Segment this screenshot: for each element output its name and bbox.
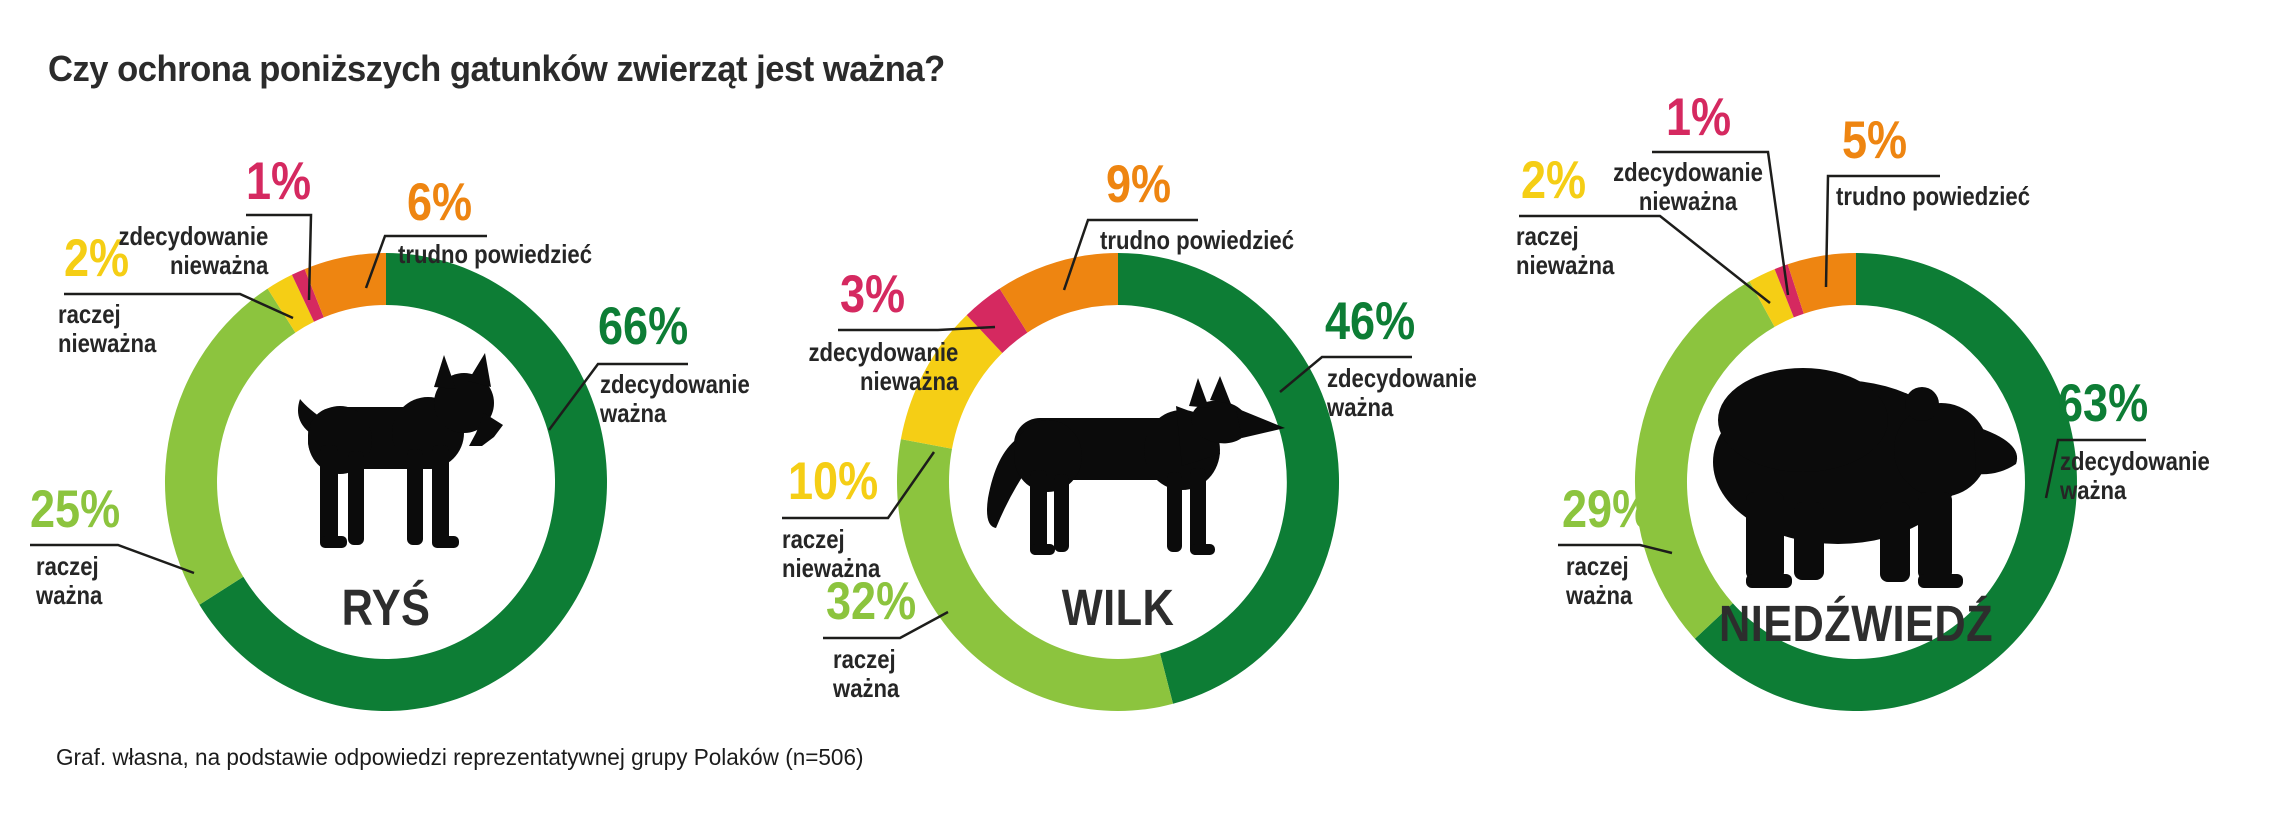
segment-label-wilk-zdecydowanie-ważna: zdecydowanie ważna [1327,364,1477,422]
segment-label-wilk-raczej-ważna: raczej ważna [833,645,899,703]
segment-label-line: zdecydowanie [1613,157,1763,187]
segment-value-ryś-zdecydowanie-nieważna: 1% [246,152,312,211]
donut-segments-layer [164,252,2077,712]
donut-segment-wilk-trudno-powiedzieć [999,253,1118,333]
donut-segment-wilk-raczej-ważna [896,439,1173,712]
segment-label-line: zdecydowanie [2060,446,2210,476]
leader-line-wilk-zdecydowanie-ważna [1279,355,1412,393]
leader-line-wilk-trudno-powiedzieć [1062,218,1198,291]
segment-label-niedźwiedź-raczej-nieważna: raczej nieważna [1516,222,1614,280]
segment-label-ryś-raczej-ważna: raczej ważna [36,552,102,610]
segment-value-niedźwiedź-trudno-powiedzieć: 5% [1842,111,1908,170]
segment-label-ryś-raczej-nieważna: raczej nieważna [58,300,156,358]
segment-label-line: raczej [833,644,896,674]
leader-line-ryś-raczej-nieważna [64,292,294,320]
segment-label-line: ważna [833,673,900,703]
leader-line-niedźwiedź-raczej-ważna [1558,543,1673,555]
donut-segment-niedźwiedź-trudno-powiedzieć [1787,252,1856,314]
donut-segment-niedźwiedź-zdecydowanie-ważna [1694,253,2077,711]
segment-label-line: nieważna [859,366,958,396]
bear-icon [1713,368,2018,588]
segment-value-ryś-raczej-nieważna: 2% [64,229,130,288]
leader-line-ryś-zdecydowanie-nieważna [246,213,313,301]
donut-segment-wilk-zdecydowanie-nieważna [966,288,1028,353]
segment-value-niedźwiedź-raczej-ważna: 29% [1562,480,1653,539]
segment-label-line: ważna [1566,580,1633,610]
segment-label-line: ważna [1327,392,1394,422]
segment-label-line: zdecydowanie [1327,363,1477,393]
segment-value-ryś-trudno-powiedzieć: 6% [407,173,473,232]
segment-label-line: raczej [782,524,845,554]
segment-label-line: raczej [58,299,121,329]
segment-label-line: zdecydowanie [808,337,958,367]
leader-line-niedźwiedź-zdecydowanie-ważna [2044,438,2146,499]
leader-lines-layer [30,150,2146,640]
leader-line-wilk-raczej-nieważna [782,451,936,520]
donut-segment-niedźwiedź-zdecydowanie-nieważna [1774,264,1804,318]
leader-line-ryś-raczej-ważna [30,543,195,575]
segment-value-wilk-trudno-powiedzieć: 9% [1106,155,1172,214]
segment-label-ryś-zdecydowanie-nieważna: zdecydowanie nieważna [118,222,268,280]
segment-value-niedźwiedź-zdecydowanie-ważna: 63% [2058,374,2149,433]
segment-label-line: raczej [36,551,99,581]
leader-line-ryś-zdecydowanie-ważna [547,362,688,431]
segment-label-line: ważna [2060,475,2127,505]
segment-label-line: zdecydowanie [600,369,750,399]
segment-value-wilk-zdecydowanie-ważna: 46% [1325,292,1416,351]
segment-label-ryś-trudno-powiedzieć: trudno powiedzieć [398,240,592,269]
segment-label-line: trudno powiedzieć [398,239,592,269]
segment-label-wilk-raczej-nieważna: raczej nieważna [782,525,880,583]
segment-label-line: nieważna [58,328,157,358]
segment-label-line: nieważna [169,250,268,280]
animal-name-niedźwiedź: NIEDŹWIEDŹ [1719,595,1993,652]
leader-line-niedźwiedź-trudno-powiedzieć [1824,174,1940,288]
segment-label-line: nieważna [1638,186,1738,216]
donut-segment-niedźwiedź-raczej-nieważna [1749,269,1794,327]
segment-value-niedźwiedź-zdecydowanie-nieważna: 1% [1666,88,1732,147]
lynx-icon [298,353,503,548]
segment-label-niedźwiedź-raczej-ważna: raczej ważna [1566,552,1632,610]
segment-value-ryś-zdecydowanie-ważna: 66% [598,297,689,356]
leader-line-niedźwiedź-zdecydowanie-nieważna [1652,150,1790,296]
segment-value-wilk-zdecydowanie-nieważna: 3% [840,265,906,324]
donut-segment-ryś-trudno-powiedzieć [304,253,386,318]
segment-value-niedźwiedź-raczej-nieważna: 2% [1521,151,1587,210]
segment-label-line: raczej [1516,221,1579,251]
leader-line-wilk-raczej-ważna [823,610,949,640]
animal-name-ryś: RYŚ [341,579,431,636]
leader-line-wilk-zdecydowanie-nieważna [838,325,996,332]
leader-line-ryś-trudno-powiedzieć [364,234,487,289]
wolf-icon [987,376,1285,555]
segment-label-line: ważna [600,398,667,428]
segment-label-niedźwiedź-zdecydowanie-nieważna: zdecydowanie nieważna [1518,158,1858,216]
segment-label-line: trudno powiedzieć [1100,225,1294,255]
segment-label-wilk-zdecydowanie-nieważna: zdecydowanie nieważna [808,338,958,396]
segment-label-ryś-zdecydowanie-ważna: zdecydowanie ważna [600,370,750,428]
segment-label-line: nieważna [1516,250,1615,280]
source-note: Graf. własna, na podstawie odpowiedzi re… [56,744,864,770]
segment-label-line: trudno powiedzieć [1836,181,2030,211]
segment-label-niedźwiedź-trudno-powiedzieć: trudno powiedzieć [1836,182,2030,211]
donut-segment-ryś-zdecydowanie-nieważna [291,269,324,322]
donut-segment-ryś-raczej-nieważna [267,274,314,333]
segment-label-line: raczej [1566,551,1629,581]
segment-label-line: ważna [36,580,103,610]
donut-segment-ryś-raczej-ważna [164,288,296,605]
segment-label-wilk-trudno-powiedzieć: trudno powiedzieć [1100,226,1294,255]
segment-label-niedźwiedź-zdecydowanie-ważna: zdecydowanie ważna [2060,447,2210,505]
segment-label-line: nieważna [782,553,881,583]
animal-name-wilk: WILK [1061,579,1175,636]
segment-value-wilk-raczej-nieważna: 10% [788,452,879,511]
page-title: Czy ochrona poniższych gatunków zwierząt… [48,48,945,89]
leader-line-niedźwiedź-raczej-nieważna [1519,214,1771,304]
donut-segment-niedźwiedź-raczej-ważna [1634,281,1775,639]
segment-label-line: zdecydowanie [118,221,268,251]
segment-value-ryś-raczej-ważna: 25% [30,480,121,539]
segment-value-wilk-raczej-ważna: 32% [826,572,917,631]
donut-segment-wilk-zdecydowanie-ważna [1118,253,1340,704]
donut-segment-wilk-raczej-nieważna [900,315,1003,449]
